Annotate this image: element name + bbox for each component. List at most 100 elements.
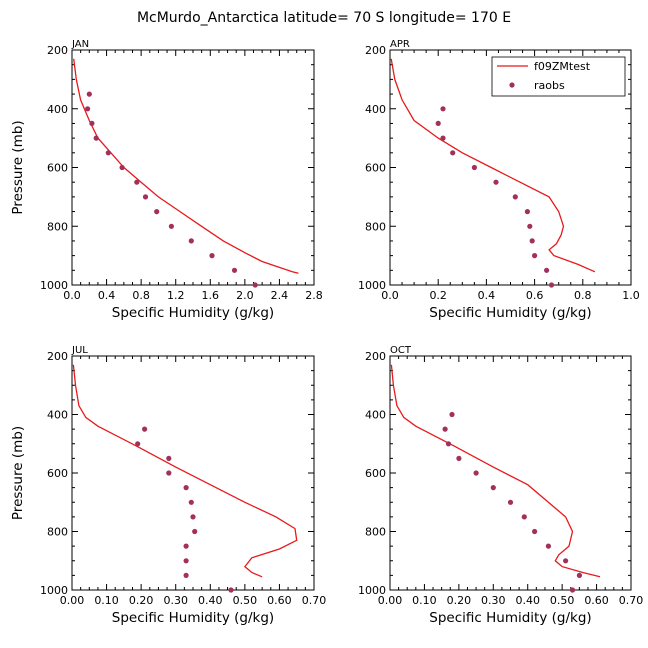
x-tick-label: 0.00 — [60, 594, 85, 607]
data-point-raobs — [545, 543, 552, 549]
x-tick-label: 0.6 — [526, 289, 544, 302]
y-tick-label: 800 — [365, 526, 386, 539]
y-tick-label: 1000 — [40, 584, 68, 597]
data-point-raobs — [142, 194, 149, 200]
x-tick-label: 1.6 — [202, 289, 220, 302]
y-tick-label: 200 — [47, 350, 68, 363]
series-line-f09zmtest — [390, 58, 596, 273]
panel-label: OCT — [390, 345, 412, 356]
data-point-raobs — [450, 150, 456, 156]
legend: f09ZMtest raobs — [491, 56, 626, 97]
x-tick-label: 0.8 — [132, 289, 150, 302]
legend-box — [491, 56, 626, 97]
y-tick-label: 600 — [365, 162, 386, 175]
data-point-raobs — [473, 470, 479, 476]
data-point-raobs — [449, 411, 455, 418]
x-axis-label: Specific Humidity (g/kg) — [429, 610, 591, 626]
data-point-raobs — [527, 223, 533, 229]
y-tick-label: 600 — [47, 467, 68, 480]
data-point-raobs — [445, 441, 452, 447]
y-tick-label: 200 — [47, 44, 68, 57]
x-tick-label: 0.60 — [267, 594, 292, 607]
data-point-raobs — [86, 91, 92, 97]
data-point-raobs — [192, 528, 198, 535]
figure-title: McMurdo_Antarctica latitude= 70 S longit… — [137, 10, 511, 26]
legend-entry-model: f09ZMtest — [534, 60, 591, 73]
data-point-raobs — [576, 572, 583, 579]
x-tick-label: 0.0 — [381, 289, 399, 302]
data-point-raobs — [93, 135, 99, 141]
legend-dot-swatch — [509, 82, 515, 88]
data-point-raobs — [532, 528, 538, 535]
panel-jan: JAN 0.0 0.4 0.8 1.2 1.6 2.0 2.4 2.8 200 400 600 800 1… — [10, 39, 323, 321]
panels: JAN 0.0 0.4 0.8 1.2 1.6 2.0 2.4 2.8 200 400 600 800 1… — [10, 39, 643, 626]
x-tick-label: 0.40 — [515, 594, 540, 607]
data-point-raobs — [166, 470, 172, 476]
data-point-raobs — [529, 238, 535, 244]
x-tick-label: 0.8 — [574, 289, 592, 302]
data-point-raobs — [166, 455, 172, 461]
data-point-raobs — [85, 106, 91, 112]
x-tick-label: 1.0 — [622, 289, 640, 302]
y-tick-label: 800 — [47, 526, 68, 539]
y-tick-label: 400 — [365, 409, 386, 422]
data-point-raobs — [134, 179, 140, 185]
data-point-raobs — [569, 587, 576, 593]
y-tick-label: 800 — [47, 220, 68, 233]
x-tick-label: 0.50 — [233, 594, 258, 607]
data-point-raobs — [532, 253, 538, 259]
plot-frame — [389, 355, 632, 591]
y-tick-label: 1000 — [358, 279, 386, 292]
y-tick-label: 200 — [365, 44, 386, 57]
panel-oct: OCT 0.00 0.10 0.20 0.30 0.40 0.50 0.60 0.70 200 40… — [358, 345, 643, 626]
x-tick-label: 0.30 — [481, 594, 506, 607]
panel-label: JUL — [71, 345, 88, 356]
data-point-raobs — [209, 253, 215, 259]
data-point-raobs — [183, 572, 189, 579]
x-tick-label: 0.30 — [163, 594, 188, 607]
x-tick-label: 0.20 — [129, 594, 154, 607]
data-point-raobs — [183, 485, 189, 491]
data-point-raobs — [252, 282, 258, 288]
series-line-f09zmtest — [72, 364, 298, 578]
y-tick-label: 600 — [365, 467, 386, 480]
x-tick-label: 0.40 — [198, 594, 223, 607]
data-point-raobs — [183, 558, 189, 564]
x-tick-label: 2.4 — [271, 289, 289, 302]
data-point-raobs — [471, 164, 477, 171]
x-tick-label: 0.00 — [378, 594, 403, 607]
x-axis-label: Specific Humidity (g/kg) — [429, 305, 591, 321]
data-point-raobs — [105, 150, 111, 156]
x-tick-label: 0.60 — [584, 594, 609, 607]
data-point-raobs — [188, 238, 194, 244]
data-point-raobs — [119, 164, 125, 171]
y-tick-label: 200 — [365, 350, 386, 363]
data-point-raobs — [168, 223, 174, 229]
x-tick-label: 0.10 — [412, 594, 437, 607]
series-line-f09zmtest — [390, 364, 601, 578]
y-axis-label: Pressure (mb) — [10, 120, 26, 214]
x-tick-label: 0.10 — [94, 594, 119, 607]
x-tick-label: 1.2 — [167, 289, 185, 302]
data-point-raobs — [435, 120, 441, 126]
data-point-raobs — [228, 587, 234, 593]
y-tick-label: 1000 — [40, 279, 68, 292]
data-point-raobs — [490, 485, 496, 491]
data-point-raobs — [548, 282, 555, 288]
data-point-raobs — [521, 514, 527, 520]
x-tick-label: 0.20 — [447, 594, 472, 607]
y-tick-label: 400 — [365, 103, 386, 116]
data-point-raobs — [493, 179, 499, 185]
x-tick-label: 0.50 — [550, 594, 575, 607]
panel-apr: APR 0.0 0.2 0.4 0.6 0.8 1.0 200 400 600 800 1000 Spe… — [358, 39, 640, 321]
data-point-raobs — [142, 426, 148, 432]
data-point-raobs — [544, 267, 550, 273]
panel-label: APR — [390, 39, 410, 50]
plot-frame — [71, 49, 315, 286]
y-tick-label: 600 — [47, 162, 68, 175]
x-tick-label: 0.4 — [98, 289, 116, 302]
x-tick-label: 2.0 — [236, 289, 254, 302]
x-axis-label: Specific Humidity (g/kg) — [112, 305, 274, 321]
x-tick-label: 2.8 — [305, 289, 323, 302]
